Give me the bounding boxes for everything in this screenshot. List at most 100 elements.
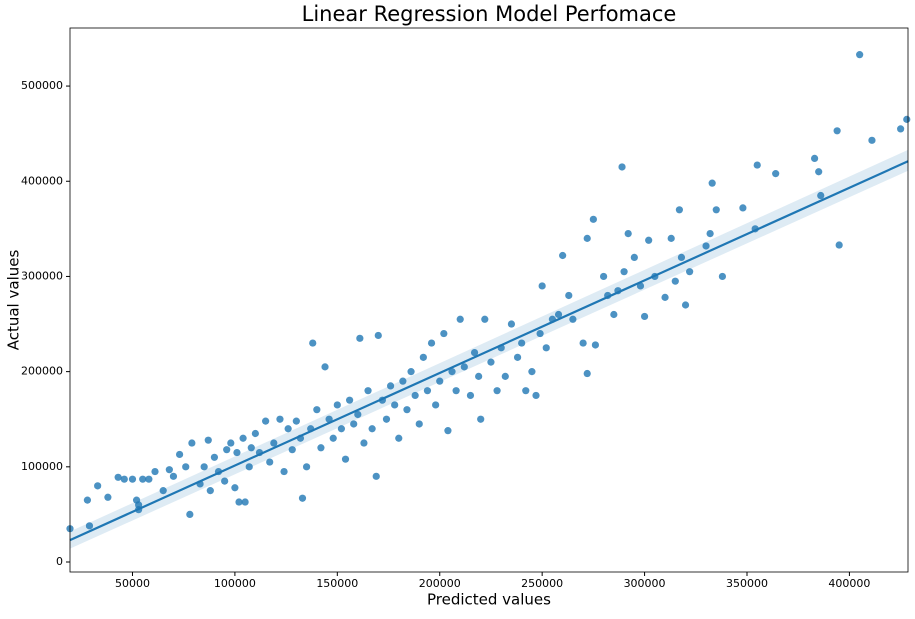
point (206, 487, 214, 495)
point (903, 115, 911, 123)
x-axis-label: Predicted values (427, 591, 551, 609)
x-tick-label: 400000 (828, 577, 870, 590)
point (382, 415, 391, 423)
point (364, 387, 372, 395)
point (671, 277, 679, 285)
point (618, 163, 626, 171)
point (600, 272, 608, 281)
point (262, 417, 270, 425)
point (354, 410, 362, 419)
point (135, 501, 143, 509)
confidence-band (70, 149, 908, 549)
point (536, 329, 544, 338)
point (280, 467, 288, 476)
point (139, 475, 147, 483)
point (583, 369, 591, 378)
point (128, 475, 137, 483)
point (753, 161, 761, 169)
point (532, 391, 540, 400)
point (542, 344, 550, 352)
point (415, 420, 423, 428)
point (686, 268, 694, 276)
x-tick-label: 200000 (419, 577, 461, 590)
point (661, 293, 669, 301)
point (317, 444, 325, 452)
point (466, 391, 475, 400)
point (270, 439, 278, 447)
point (337, 425, 346, 433)
point (432, 401, 440, 409)
point (368, 425, 376, 433)
y-axis-label: Actual values (5, 250, 23, 351)
point (630, 253, 638, 262)
point (481, 315, 489, 323)
point (554, 310, 563, 319)
point (565, 291, 573, 300)
point (419, 353, 427, 361)
point (470, 348, 479, 357)
point (772, 170, 780, 178)
point (104, 493, 112, 501)
point (411, 391, 419, 400)
point (284, 425, 292, 433)
point (85, 522, 94, 530)
point (835, 241, 843, 249)
point (223, 446, 231, 454)
point (518, 339, 526, 347)
point (856, 51, 864, 59)
x-tick-label: 150000 (316, 577, 358, 590)
point (151, 467, 159, 476)
point (245, 463, 253, 471)
point (810, 154, 819, 163)
point (233, 448, 241, 457)
point (386, 382, 395, 390)
x-tick-label: 50000 (115, 577, 150, 590)
point (708, 179, 716, 187)
point (817, 191, 825, 200)
point (815, 168, 823, 176)
point (221, 477, 229, 485)
y-tick-label: 300000 (21, 269, 63, 282)
point (620, 268, 628, 276)
point (513, 353, 522, 361)
chart-title: Linear Regression Model Perfomace (302, 2, 677, 26)
point (706, 230, 714, 238)
point (427, 339, 436, 347)
point (204, 436, 212, 444)
point (329, 434, 337, 442)
point (145, 475, 153, 483)
point (667, 234, 675, 242)
point (538, 282, 546, 290)
point (321, 363, 329, 371)
point (493, 387, 501, 395)
point (624, 230, 632, 238)
point (399, 377, 407, 385)
x-tick-label: 100000 (214, 577, 256, 590)
point (94, 482, 102, 490)
point (309, 339, 317, 347)
point (391, 401, 399, 409)
point (681, 301, 690, 309)
point (591, 341, 600, 349)
point (583, 234, 591, 242)
point (610, 310, 618, 319)
point (182, 463, 190, 471)
point (477, 415, 485, 423)
point (210, 453, 219, 461)
point (235, 498, 243, 506)
point (200, 463, 208, 471)
point (241, 498, 249, 506)
point (460, 363, 468, 371)
point (346, 396, 354, 404)
point (444, 427, 452, 435)
point (702, 242, 710, 250)
y-tick-label: 200000 (21, 365, 63, 378)
point (350, 420, 358, 428)
point (487, 358, 495, 366)
point (407, 368, 415, 376)
point (403, 406, 411, 414)
point (675, 206, 683, 214)
point (251, 429, 259, 438)
point (452, 387, 460, 395)
point (360, 439, 368, 447)
